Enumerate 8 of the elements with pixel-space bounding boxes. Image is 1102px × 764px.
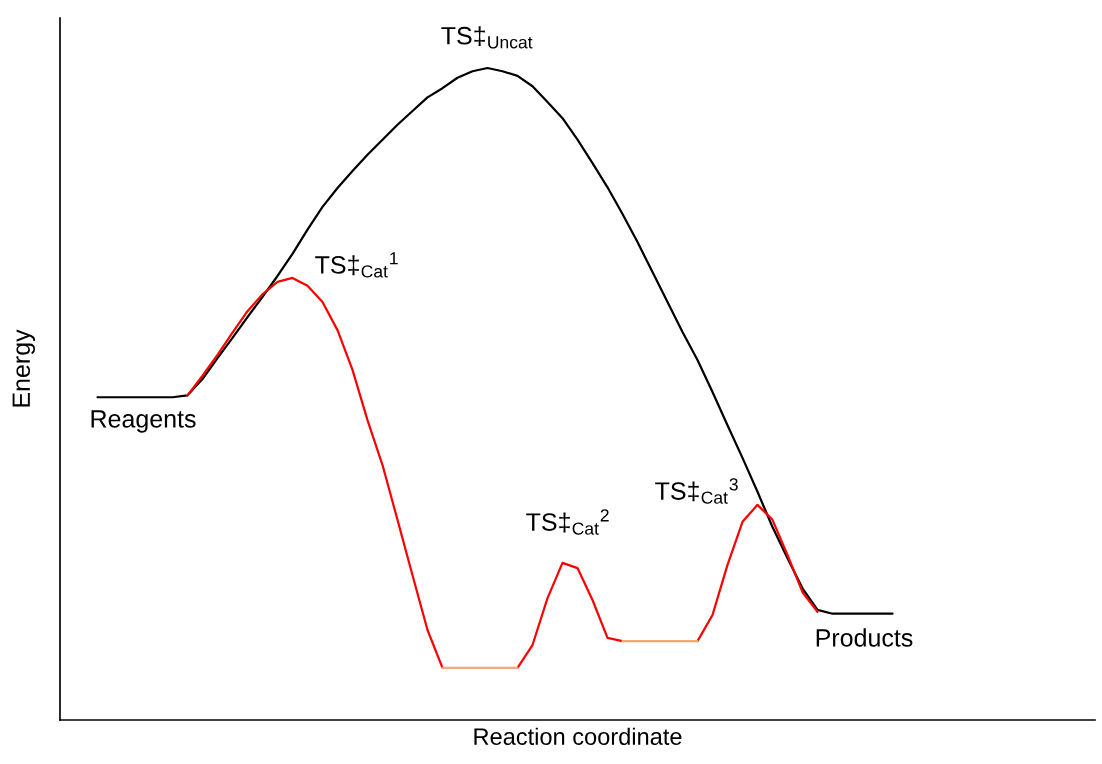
text: TS‡$_{Uncat}$ (441, 26, 533, 49)
x-axis-title: Reaction coordinate (474, 727, 682, 745)
annotation: TS‡$_{Cat}$$^{2}$ (526, 509, 609, 535)
annotation: TS‡$_{Cat}$$^{3}$ (655, 478, 738, 504)
annotation: TS‡$_{Cat}$$^{1}$ (315, 252, 398, 278)
y-axis-title: Energy (12, 329, 35, 407)
annotation: Products (816, 628, 913, 647)
annotation: Reagents (91, 410, 196, 433)
